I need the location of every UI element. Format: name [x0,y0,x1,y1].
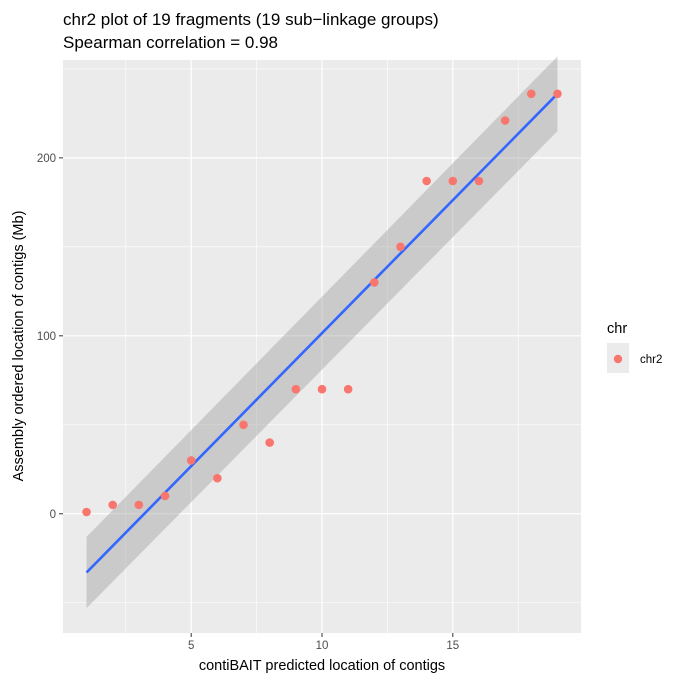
data-point [422,176,431,186]
y-axis-title: Assembly ordered location of contigs (Mb… [11,211,27,482]
y-tick-label: 0 [50,509,56,521]
data-point [526,89,536,99]
chart-subtitle: Spearman correlation = 0.98 [63,33,278,52]
data-point [186,456,196,465]
data-point [265,438,274,447]
y-axis-ticks: 0 100 200 [37,153,63,521]
data-point [553,89,562,99]
grid-major [63,60,581,633]
legend: chr chr2 [607,321,662,373]
data-point [500,116,510,125]
legend-title: chr [607,321,627,337]
data-point [134,500,144,510]
points-layer [82,89,562,517]
x-axis-title: contiBAIT predicted location of contigs [199,658,445,674]
legend-key-chr2 [613,354,623,364]
data-point [343,384,353,394]
y-tick-label: 200 [37,153,56,165]
data-point [82,507,91,517]
x-tick-label: 5 [188,640,194,652]
data-point [291,384,301,394]
x-tick-label: 15 [446,640,459,652]
data-point [448,176,458,186]
data-point [317,384,327,394]
chart-title: chr2 plot of 19 fragments (19 sub−linkag… [63,10,439,29]
data-point [160,491,170,501]
x-axis-ticks: 5 10 15 [188,633,459,652]
data-point [213,473,222,483]
y-tick-label: 100 [37,331,56,343]
data-point [474,176,484,186]
data-point [239,420,248,430]
data-point [370,278,379,287]
legend-label-chr2: chr2 [640,354,662,366]
data-point [108,500,118,510]
x-tick-label: 10 [316,640,329,652]
data-point [396,242,405,252]
